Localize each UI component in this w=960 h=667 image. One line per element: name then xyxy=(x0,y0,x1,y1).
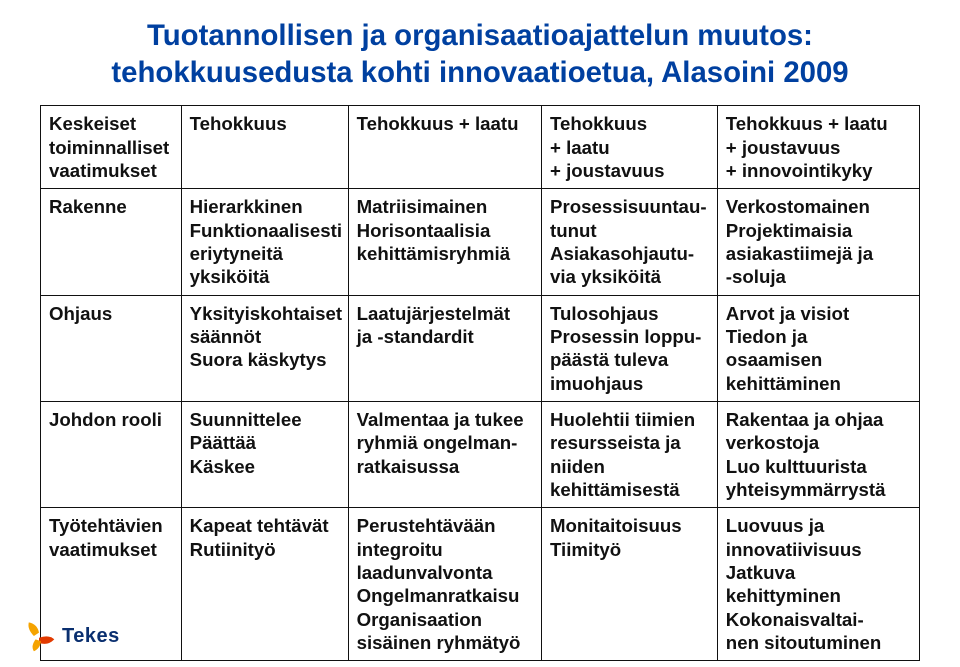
cell: Arvot ja visiotTiedon jaosaamisenkehittä… xyxy=(717,295,919,401)
row-head: Ohjaus xyxy=(41,295,182,401)
cell: TulosohjausProsessin loppu-päästä tuleva… xyxy=(542,295,718,401)
row-head: Johdon rooli xyxy=(41,401,182,507)
cell: Tehokkuus + laatu+ joustavuus+ innovoint… xyxy=(717,106,919,189)
title-line-1: Tuotannollisen ja organisaatioajattelun … xyxy=(147,19,813,52)
cell: Luovuus jainnovatiivisuusJatkuvakehittym… xyxy=(717,508,919,661)
table-body: Keskeisettoiminnallisetvaatimukset Tehok… xyxy=(41,106,920,661)
table-row: Työtehtävienvaatimukset Kapeat tehtävätR… xyxy=(41,508,920,661)
table-row: Ohjaus YksityiskohtaisetsäännötSuora käs… xyxy=(41,295,920,401)
cell: Huolehtii tiimienresursseista janiidenke… xyxy=(542,401,718,507)
slide: Tuotannollisen ja organisaatioajattelun … xyxy=(0,0,960,667)
row-head: Rakenne xyxy=(41,189,182,295)
comparison-table: Keskeisettoiminnallisetvaatimukset Tehok… xyxy=(40,105,920,661)
cell: Laatujärjestelmätja -standardit xyxy=(348,295,541,401)
tekes-logo-icon xyxy=(22,619,56,653)
title-line-2: tehokkuusedusta kohti innovaatioetua, Al… xyxy=(111,56,848,89)
cell: MonitaitoisuusTiimityö xyxy=(542,508,718,661)
table-row: Johdon rooli SuunnitteleePäättääKäskee V… xyxy=(41,401,920,507)
row-head: Keskeisettoiminnallisetvaatimukset xyxy=(41,106,182,189)
cell: YksityiskohtaisetsäännötSuora käskytys xyxy=(181,295,348,401)
cell: PerustehtäväänintegroitulaadunvalvontaOn… xyxy=(348,508,541,661)
cell: Tehokkuus xyxy=(181,106,348,189)
cell: HierarkkinenFunktionaalisestieriytyneitä… xyxy=(181,189,348,295)
cell: MatriisimainenHorisontaalisiakehittämisr… xyxy=(348,189,541,295)
tekes-logo: Tekes xyxy=(22,619,120,653)
cell: Tehokkuus + laatu xyxy=(348,106,541,189)
page-title: Tuotannollisen ja organisaatioajattelun … xyxy=(40,18,920,91)
table-row: Rakenne HierarkkinenFunktionaalisestieri… xyxy=(41,189,920,295)
table-row: Keskeisettoiminnallisetvaatimukset Tehok… xyxy=(41,106,920,189)
tekes-logo-text: Tekes xyxy=(62,625,120,648)
cell: Prosessisuuntau-tunutAsiakasohjautu-via … xyxy=(542,189,718,295)
cell: Rakentaa ja ohjaaverkostojaLuo kulttuuri… xyxy=(717,401,919,507)
cell: VerkostomainenProjektimaisiaasiakastiime… xyxy=(717,189,919,295)
cell: SuunnitteleePäättääKäskee xyxy=(181,401,348,507)
cell: Kapeat tehtävätRutiinityö xyxy=(181,508,348,661)
cell: Valmentaa ja tukeeryhmiä ongelman-ratkai… xyxy=(348,401,541,507)
cell: Tehokkuus+ laatu+ joustavuus xyxy=(542,106,718,189)
